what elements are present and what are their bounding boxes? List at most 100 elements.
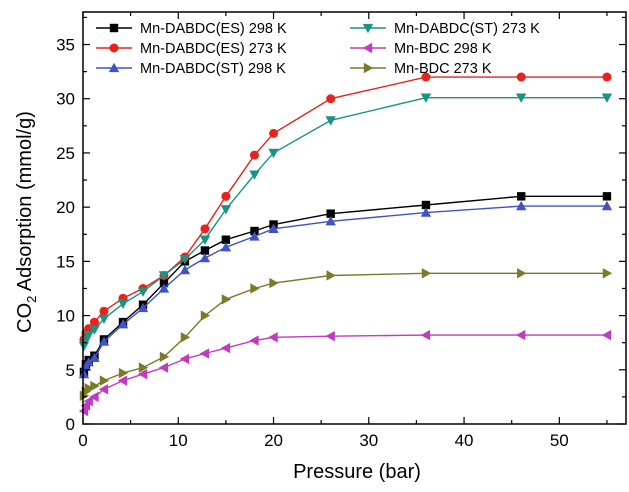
data-point — [117, 299, 129, 309]
plot-area — [78, 72, 613, 417]
legend-item: Mn-BDC 273 K — [350, 61, 492, 77]
legend-item: Mn-DABDC(ST) 273 K — [350, 21, 540, 37]
data-point — [89, 391, 99, 403]
data-point — [249, 170, 260, 180]
legend-item: Mn-DABDC(ES) 298 K — [96, 21, 287, 37]
x-tick-label: 40 — [455, 431, 474, 450]
axes: 0 10 20 30 40 50 0 5 10 15 20 25 30 35 — [56, 11, 627, 450]
data-point — [83, 357, 94, 367]
data-point — [179, 353, 190, 365]
data-point — [89, 325, 100, 335]
data-point — [78, 368, 90, 379]
data-point — [117, 375, 128, 386]
y-tick-label: 15 — [56, 252, 75, 271]
plot-frame — [82, 11, 627, 425]
series-3 — [78, 200, 613, 379]
data-point — [221, 191, 231, 201]
series-4 — [78, 93, 613, 352]
data-point — [199, 252, 211, 263]
legend-marker — [363, 62, 374, 74]
x-tick-label: 50 — [550, 431, 569, 450]
data-point — [325, 116, 336, 126]
data-point — [420, 207, 432, 217]
y-axis-title-subscript: 2 — [24, 296, 39, 303]
data-point — [517, 268, 527, 279]
data-point — [159, 278, 169, 288]
data-point — [517, 192, 526, 201]
legend-label: Mn-DABDC(ST) 298 K — [140, 61, 286, 77]
data-point — [269, 128, 279, 138]
data-point — [118, 367, 129, 379]
legend-item: Mn-DABDC(ST) 298 K — [96, 61, 286, 77]
data-point — [137, 302, 149, 313]
data-point — [180, 332, 191, 343]
data-point — [98, 384, 109, 395]
data-point — [516, 329, 526, 341]
x-tick-label: 10 — [169, 431, 188, 450]
data-point — [200, 310, 211, 321]
legend-marker — [108, 62, 120, 73]
legend-item: Mn-BDC 298 K — [350, 41, 492, 57]
y-tick-label: 20 — [56, 198, 75, 217]
data-point — [89, 317, 99, 327]
data-point — [421, 268, 432, 279]
data-point — [138, 362, 149, 373]
data-point — [117, 319, 129, 329]
data-point — [516, 93, 527, 103]
data-point — [325, 216, 336, 226]
y-tick-label: 10 — [56, 307, 75, 326]
data-point — [601, 93, 613, 103]
x-tick-label: 30 — [359, 431, 378, 450]
legend-marker — [109, 43, 119, 53]
legend-label: Mn-DABDC(ES) 273 K — [140, 41, 287, 57]
legend-marker — [362, 23, 374, 34]
data-point — [220, 342, 231, 354]
data-point — [158, 362, 169, 373]
data-point — [199, 235, 211, 245]
y-axis-title-rest: Adsorption (mmol/g) — [14, 111, 36, 296]
legend-label: Mn-DABDC(ST) 273 K — [394, 21, 540, 37]
legend-label: Mn-BDC 273 K — [394, 61, 492, 77]
data-point — [98, 336, 110, 346]
data-point — [516, 72, 526, 82]
data-point — [268, 223, 279, 234]
data-point — [326, 94, 336, 104]
x-tick-label: 20 — [264, 431, 283, 450]
data-point — [90, 380, 100, 392]
x-tick-label: 0 — [78, 431, 87, 450]
data-point — [420, 329, 431, 341]
data-point — [268, 148, 279, 159]
legend: Mn-DABDC(ES) 298 K Mn-DABDC(ES) 273 K Mn-D… — [96, 21, 540, 77]
data-point — [159, 351, 170, 362]
data-point — [137, 287, 149, 297]
y-tick-label: 35 — [56, 36, 75, 55]
data-point — [325, 330, 335, 342]
data-point — [221, 294, 232, 305]
data-point — [601, 200, 613, 211]
data-point — [601, 329, 612, 341]
y-axis-title: CO2 Adsorption (mmol/g) — [14, 111, 39, 333]
series-5 — [78, 329, 612, 417]
legend-item: Mn-DABDC(ES) 273 K — [96, 41, 287, 57]
data-point — [200, 246, 210, 255]
data-point — [420, 93, 432, 103]
y-tick-label: 5 — [66, 361, 75, 380]
data-point — [602, 268, 613, 279]
y-tick-label: 30 — [56, 90, 75, 109]
y-tick-label: 0 — [66, 415, 75, 434]
data-point — [602, 72, 612, 82]
data-point — [199, 348, 210, 359]
series-line — [83, 334, 607, 412]
series-2 — [79, 72, 612, 344]
data-point — [221, 235, 231, 244]
data-point — [89, 352, 100, 363]
data-point — [249, 335, 259, 346]
data-point — [158, 283, 170, 293]
series-6 — [79, 268, 613, 402]
data-point — [83, 330, 94, 341]
data-point — [99, 375, 110, 386]
series-line — [83, 96, 607, 347]
data-point — [326, 270, 336, 281]
legend-marker — [109, 23, 119, 33]
